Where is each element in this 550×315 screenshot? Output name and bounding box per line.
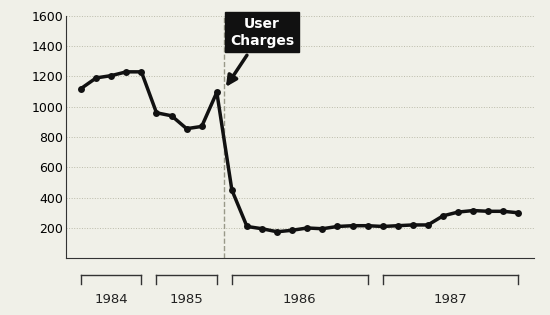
Text: 1987: 1987	[434, 294, 468, 306]
Text: User
Charges: User Charges	[228, 17, 294, 84]
Text: 1986: 1986	[283, 294, 317, 306]
Text: 1984: 1984	[95, 294, 128, 306]
Text: 1985: 1985	[170, 294, 204, 306]
